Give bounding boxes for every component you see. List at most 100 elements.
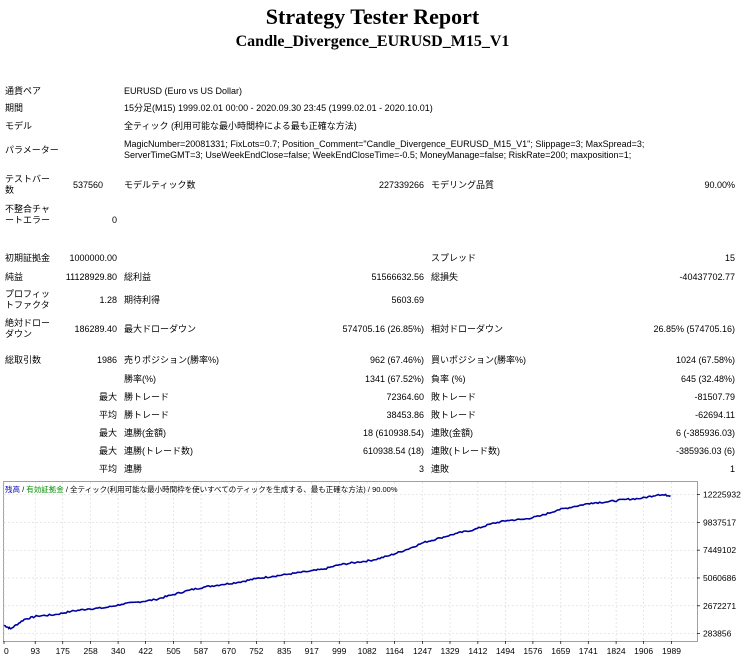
x-tick-label: 1906 — [634, 646, 653, 656]
largest-loss-label: 敗トレード — [431, 392, 477, 402]
deposit-value: 1000000.00 — [69, 253, 117, 263]
largest-win-value: 72364.60 — [386, 392, 424, 402]
report-subtitle: Candle_Divergence_EURUSD_M15_V1 — [235, 33, 510, 50]
quality-label: モデリング品質 — [431, 180, 495, 190]
gross-profit-label: 総利益 — [124, 272, 152, 282]
cons-loss-label: 連敗(トレード数) — [431, 446, 500, 456]
pf-label: プロフィットファクタ — [5, 289, 50, 310]
params-line-2: ServerTimeGMT=3; UseWeekEndClose=false; … — [124, 150, 632, 160]
max-dd-label: 最大ドローダウン — [124, 324, 197, 334]
x-tick-label: 1741 — [579, 646, 598, 656]
x-tick-label: 258 — [83, 646, 97, 656]
cons-profit-value: 610938.54 (18) — [362, 446, 424, 456]
period-value: 15分足(M15) 1999.02.01 00:00 - 2020.09.30 … — [124, 103, 433, 113]
win-pct-label: 勝率(%) — [124, 374, 156, 384]
model-value: 全ティック (利用可能な最小時間枠による最も正確な方法) — [124, 121, 357, 131]
avg-win-label: 勝トレード — [124, 410, 170, 420]
x-tick-label: 587 — [194, 646, 208, 656]
avg-loss-value: -62694.11 — [695, 410, 735, 420]
rel-dd-label: 相対ドローダウン — [431, 324, 504, 334]
max-cons-count-prefix: 最大 — [98, 446, 117, 456]
y-tick-label: 9837517 — [703, 517, 736, 527]
x-tick-label: 1494 — [496, 646, 515, 656]
params-line-1: MagicNumber=20081331; FixLots=0.7; Posit… — [124, 139, 645, 149]
mismatch-label: 不整合チャートエラー — [5, 204, 51, 225]
max-cons-prefix: 最大 — [98, 428, 117, 438]
short-value: 962 (67.46%) — [369, 355, 424, 365]
y-tick-label: 2672271 — [703, 601, 736, 611]
mismatch-value: 0 — [111, 215, 117, 225]
legend-quality: 90.00% — [372, 485, 398, 494]
deposit-label: 初期証拠金 — [5, 253, 51, 263]
cons-losses-value: 6 (-385936.03) — [675, 428, 735, 438]
max-dd-value: 574705.16 (26.85%) — [342, 324, 424, 334]
avg-cons-wins-label: 連勝 — [124, 464, 143, 474]
avg-cons-prefix: 平均 — [98, 464, 117, 474]
x-tick-label: 175 — [56, 646, 70, 656]
bars-value: 537560 — [72, 180, 103, 190]
ticks-label: モデルティック数 — [124, 180, 196, 190]
cons-wins-label: 連勝(金額) — [124, 428, 166, 438]
params-label: パラメーター — [5, 145, 59, 155]
legend-margin: 有効証拠金 — [26, 485, 64, 494]
x-tick-label: 1412 — [468, 646, 487, 656]
balance-line — [3, 493, 671, 630]
loss-pct-label: 負率 (%) — [431, 374, 466, 384]
x-tick-label: 0 — [4, 646, 9, 656]
chart-frame — [3, 481, 698, 642]
abs-dd-label: 絶対ドローダウン — [5, 318, 51, 339]
x-tick-label: 999 — [332, 646, 346, 656]
loss-pct-value: 645 (32.48%) — [680, 374, 735, 384]
y-tick-label: 5060686 — [703, 573, 736, 583]
trades-label: 総取引数 — [5, 355, 42, 365]
legend-model: 全ティック(利用可能な最小時間枠を使いすべてのティックを生成する、最も正確な方法… — [70, 485, 366, 494]
largest-loss-value: -81507.79 — [694, 392, 735, 402]
gross-loss-value: -40437702.77 — [679, 272, 735, 282]
legend-sep-3: / — [365, 485, 373, 494]
symbol-value: EURUSD (Euro vs US Dollar) — [124, 86, 243, 96]
x-tick-label: 1824 — [607, 646, 626, 656]
x-axis: 0 93 175 258 340 422 505 587 670 752 835 917 999 1082… — [3, 641, 681, 656]
cons-profit-label: 連勝(トレード数) — [124, 446, 193, 456]
symbol-label: 通貨ペア — [5, 86, 42, 96]
balance-chart: 283856 2672271 5060686 7449102 9837517 122259… — [3, 481, 741, 656]
x-tick-label: 917 — [305, 646, 319, 656]
cons-loss-value: -385936.03 (6) — [675, 446, 735, 456]
x-tick-label: 422 — [139, 646, 153, 656]
x-tick-label: 340 — [111, 646, 125, 656]
average-prefix: 平均 — [98, 410, 117, 420]
x-tick-label: 1989 — [662, 646, 681, 656]
period-label: 期間 — [5, 103, 24, 113]
y-axis: 283856 2672271 5060686 7449102 9837517 122259… — [697, 490, 741, 639]
x-tick-label: 835 — [277, 646, 291, 656]
gross-profit-value: 51566632.56 — [371, 272, 424, 282]
legend-sep-1: / — [20, 485, 27, 494]
quality-value: 90.00% — [704, 180, 735, 190]
net-value: 11128929.80 — [65, 272, 117, 282]
y-tick-label: 12225932 — [703, 490, 741, 500]
win-pct-value: 1341 (67.52%) — [364, 374, 424, 384]
x-tick-label: 505 — [166, 646, 180, 656]
cons-losses-label: 連敗(金額) — [431, 428, 473, 438]
chart-legend: 残高 / 有効証拠金 / 全ティック(利用可能な最小時間枠を使いすべてのティック… — [5, 484, 398, 495]
cons-wins-value: 18 (610938.54) — [362, 428, 424, 438]
spread-value: 15 — [724, 253, 735, 263]
ticks-value: 227339266 — [378, 180, 424, 190]
chart-grid — [3, 482, 697, 641]
long-value: 1024 (67.58%) — [675, 355, 735, 365]
long-label: 買いポジション(勝率%) — [431, 355, 526, 365]
avg-cons-losses-value: 1 — [729, 464, 735, 474]
gross-loss-label: 総損失 — [431, 272, 459, 282]
legend-sep-2: / — [63, 485, 71, 494]
abs-dd-value: 186289.40 — [74, 324, 117, 334]
payoff-label: 期待利得 — [124, 295, 161, 305]
avg-win-value: 38453.86 — [386, 410, 424, 420]
x-tick-label: 670 — [222, 646, 236, 656]
report-title: Strategy Tester Report — [265, 4, 480, 29]
avg-loss-label: 敗トレード — [431, 410, 477, 420]
x-tick-label: 1576 — [523, 646, 542, 656]
avg-cons-wins-value: 3 — [418, 464, 424, 474]
bars-label: テストバー数 — [5, 174, 51, 195]
x-tick-label: 1082 — [358, 646, 377, 656]
avg-cons-losses-label: 連敗 — [431, 464, 450, 474]
